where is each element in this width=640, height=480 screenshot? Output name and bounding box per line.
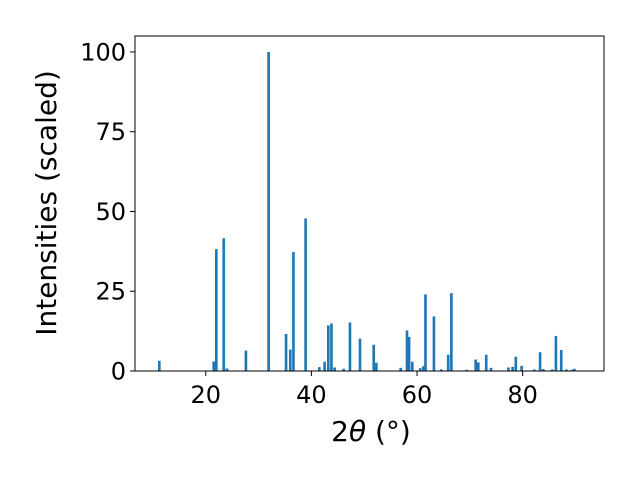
bar (292, 251, 295, 371)
bar (348, 322, 352, 371)
x-axis-label-prefix: 2 (331, 415, 349, 448)
x-axis-label-suffix: (°) (366, 415, 411, 448)
bar (538, 352, 542, 371)
bar (446, 354, 450, 371)
bar (330, 323, 333, 371)
bar (244, 350, 248, 371)
plot-frame (134, 35, 605, 372)
bar (358, 338, 362, 371)
bar (484, 354, 488, 371)
bar (288, 349, 292, 371)
bar (157, 360, 161, 371)
bar (342, 368, 345, 371)
bar (507, 367, 510, 371)
bar (225, 368, 229, 371)
bar (212, 361, 216, 371)
y-axis-ticks: 0 25 50 75 100 (80, 38, 135, 386)
bar (424, 294, 427, 371)
bar (565, 369, 568, 371)
bar (422, 366, 425, 371)
y-tick-label: 75 (95, 118, 126, 146)
bar (570, 369, 574, 371)
bar (410, 361, 414, 371)
bar (514, 356, 518, 371)
bar (375, 362, 378, 371)
bar (541, 369, 545, 371)
y-tick-label: 100 (80, 38, 126, 66)
bar (222, 238, 226, 371)
y-tick-label: 25 (95, 278, 126, 306)
x-axis-label: 2θ (°) (331, 415, 411, 448)
bar (559, 349, 563, 371)
bar (372, 344, 376, 371)
bar (554, 335, 558, 371)
y-tick-label: 50 (95, 198, 126, 226)
bar (267, 51, 270, 371)
bar (407, 336, 411, 371)
bar (284, 333, 288, 371)
bar (440, 369, 443, 371)
bar (418, 368, 422, 371)
bar (326, 325, 330, 371)
bar (474, 359, 477, 371)
bar (333, 367, 336, 371)
bar (215, 249, 218, 371)
bar (318, 367, 321, 371)
bar (520, 365, 523, 371)
x-tick-label: 40 (296, 381, 327, 409)
bar (573, 368, 576, 371)
x-axis-label-symbol: θ (349, 415, 366, 448)
y-axis-label: Intensities (scaled) (30, 70, 63, 336)
bar (405, 330, 409, 371)
bar (476, 362, 480, 371)
bar (323, 361, 326, 371)
bar (399, 367, 402, 371)
x-tick-label: 60 (402, 381, 433, 409)
bar (304, 218, 307, 371)
bar (489, 367, 493, 371)
bar (550, 369, 554, 371)
bar (465, 369, 469, 371)
bar (432, 316, 436, 371)
x-tick-label: 20 (190, 381, 221, 409)
y-tick-label: 0 (111, 358, 126, 386)
bar (511, 366, 514, 371)
bar-series (157, 51, 576, 371)
bar (450, 293, 453, 371)
x-axis-ticks: 20 40 60 80 (190, 371, 538, 409)
bar (532, 369, 536, 371)
x-tick-label: 80 (507, 381, 538, 409)
